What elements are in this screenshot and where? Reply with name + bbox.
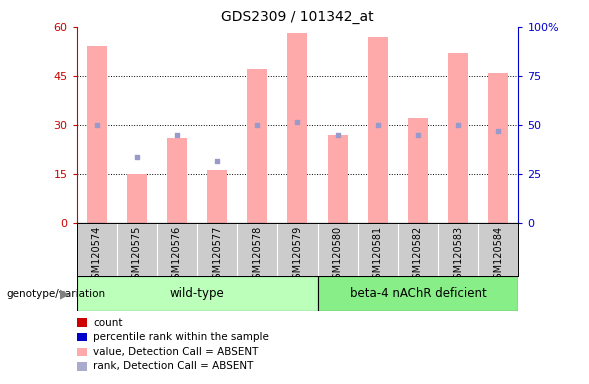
Text: count: count xyxy=(93,318,123,328)
Bar xyxy=(77,276,317,311)
Point xyxy=(253,122,262,128)
Text: GSM120575: GSM120575 xyxy=(132,225,142,285)
Title: GDS2309 / 101342_at: GDS2309 / 101342_at xyxy=(221,10,374,25)
Text: GSM120574: GSM120574 xyxy=(92,225,102,285)
Bar xyxy=(207,170,227,223)
Text: wild-type: wild-type xyxy=(170,287,224,300)
Bar xyxy=(87,46,107,223)
Point xyxy=(454,122,463,128)
Text: GSM120583: GSM120583 xyxy=(453,225,463,285)
Text: value, Detection Call = ABSENT: value, Detection Call = ABSENT xyxy=(93,347,259,357)
Text: GSM120578: GSM120578 xyxy=(252,225,262,285)
Bar xyxy=(368,37,388,223)
Text: GSM120577: GSM120577 xyxy=(212,225,222,285)
Point xyxy=(172,131,181,138)
Text: GSM120576: GSM120576 xyxy=(172,225,182,285)
Bar xyxy=(127,174,147,223)
Text: GSM120579: GSM120579 xyxy=(293,225,302,285)
Point xyxy=(293,118,302,124)
Bar xyxy=(327,135,348,223)
Point xyxy=(373,122,382,128)
Text: beta-4 nAChR deficient: beta-4 nAChR deficient xyxy=(349,287,487,300)
Text: GSM120582: GSM120582 xyxy=(413,225,423,285)
Bar xyxy=(247,70,267,223)
Text: rank, Detection Call = ABSENT: rank, Detection Call = ABSENT xyxy=(93,361,253,371)
Bar xyxy=(448,53,468,223)
Text: ▶: ▶ xyxy=(60,287,70,300)
Bar xyxy=(167,138,187,223)
Bar xyxy=(408,118,428,223)
Text: GSM120580: GSM120580 xyxy=(333,225,343,285)
Point xyxy=(413,131,423,138)
Bar xyxy=(287,33,307,223)
Text: GSM120584: GSM120584 xyxy=(493,225,503,285)
Point xyxy=(333,131,342,138)
Bar xyxy=(317,276,518,311)
Point xyxy=(213,158,222,164)
Text: GSM120581: GSM120581 xyxy=(373,225,383,285)
Text: genotype/variation: genotype/variation xyxy=(6,289,105,299)
Bar xyxy=(488,73,508,223)
Point xyxy=(132,154,141,161)
Text: percentile rank within the sample: percentile rank within the sample xyxy=(93,332,269,342)
Point xyxy=(494,128,503,134)
Point xyxy=(92,122,101,128)
